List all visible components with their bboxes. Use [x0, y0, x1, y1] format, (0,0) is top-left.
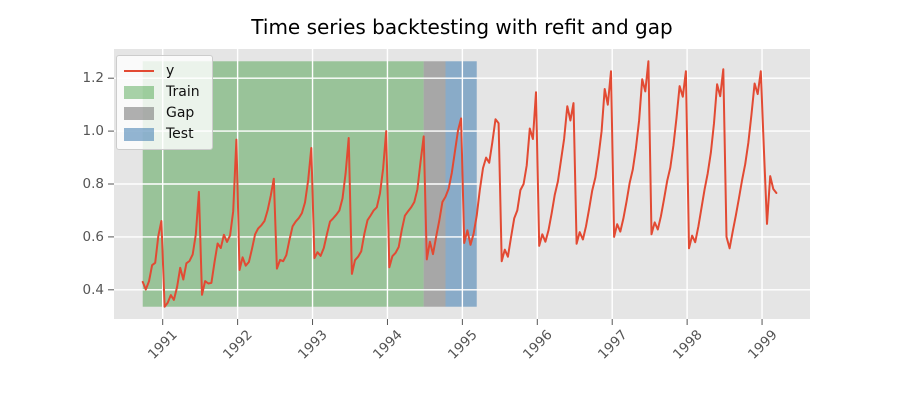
- y-tick-label: 0.4: [82, 281, 104, 298]
- legend-item-train: Train: [124, 83, 200, 101]
- legend-patch-swatch: [124, 85, 154, 99]
- legend-patch-swatch: [124, 106, 154, 120]
- y-tick-label: 0.8: [82, 176, 104, 192]
- legend: y Train Gap Test: [116, 55, 213, 150]
- series-line-y: [141, 60, 778, 308]
- legend-label: Gap: [166, 105, 195, 121]
- y-tick-label: 1.0: [82, 123, 104, 140]
- legend-label: Test: [166, 126, 194, 142]
- y-tick-label: 0.6: [82, 228, 104, 245]
- legend-item-y: y: [124, 62, 200, 80]
- y-tick-label: 1.2: [82, 70, 104, 87]
- legend-line-swatch: [124, 70, 154, 72]
- legend-label: y: [166, 63, 175, 79]
- legend-label: Train: [166, 84, 200, 100]
- chart-title: Time series backtesting with refit and g…: [251, 15, 673, 39]
- legend-item-test: Test: [124, 125, 200, 143]
- legend-patch-swatch: [124, 127, 154, 141]
- legend-item-gap: Gap: [124, 104, 200, 122]
